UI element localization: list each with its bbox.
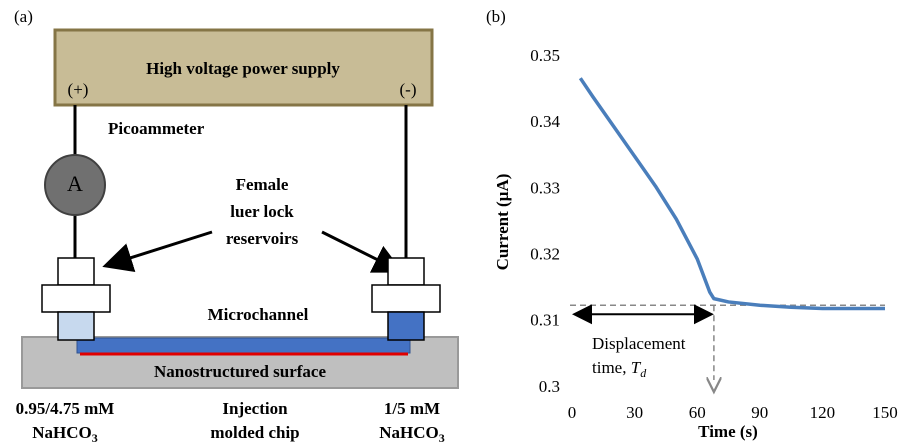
reservoir-label: luer lock xyxy=(230,202,294,221)
channel-label: Microchannel xyxy=(208,305,309,324)
y-tick-label: 0.3 xyxy=(539,377,560,396)
reservoir xyxy=(387,257,425,286)
x-tick-label: 0 xyxy=(568,403,577,422)
power-supply xyxy=(53,28,434,107)
y-tick-label: 0.32 xyxy=(530,245,560,264)
ammeter xyxy=(44,154,106,216)
reservoir xyxy=(41,284,111,313)
ammeter-symbol: A xyxy=(67,171,83,196)
y-tick-label: 0.35 xyxy=(530,46,560,65)
annotation: time, Td xyxy=(592,358,647,380)
solution-formula: NaHCO3 xyxy=(379,423,445,445)
plus-terminal: (+) xyxy=(68,80,89,99)
diagram: (a) High voltage power supply (+) (-) A … xyxy=(14,7,459,445)
solution-label: 0.95/4.75 mM xyxy=(16,399,115,418)
minus-terminal: (-) xyxy=(400,80,417,99)
reservoir xyxy=(371,284,441,313)
reservoir-label: reservoirs xyxy=(226,229,299,248)
reservoir xyxy=(387,311,425,341)
annotation: Displacement xyxy=(592,334,686,353)
ammeter-label: Picoammeter xyxy=(108,119,205,138)
microchannel xyxy=(76,337,411,354)
panel-label: (b) xyxy=(486,7,506,26)
x-axis-title: Time (s) xyxy=(698,422,758,441)
chip-label: Injection xyxy=(222,399,288,418)
reservoir xyxy=(57,311,95,341)
arrow xyxy=(102,230,213,273)
panel-label: (a) xyxy=(14,7,33,26)
y-tick-label: 0.31 xyxy=(530,311,560,330)
y-axis-title: Current (µA) xyxy=(493,174,512,271)
y-tick-label: 0.34 xyxy=(530,112,560,131)
surface-label: Nanostructured surface xyxy=(154,362,326,381)
x-tick-label: 60 xyxy=(689,403,706,422)
arrow xyxy=(321,230,404,273)
x-tick-label: 90 xyxy=(751,403,768,422)
chip-label: molded chip xyxy=(210,423,299,442)
solution-label: 1/5 mM xyxy=(384,399,440,418)
power-supply-label: High voltage power supply xyxy=(146,59,340,78)
solution-formula: NaHCO3 xyxy=(32,423,98,445)
x-tick-label: 150 xyxy=(872,403,898,422)
x-tick-label: 120 xyxy=(810,403,836,422)
reservoir-label: Female xyxy=(236,175,289,194)
line xyxy=(578,77,885,311)
y-tick-label: 0.33 xyxy=(530,178,560,197)
chart: (b) Time (s) Current (µA) Displacement t… xyxy=(486,7,898,441)
reservoir xyxy=(57,257,95,286)
x-tick-label: 30 xyxy=(626,403,643,422)
